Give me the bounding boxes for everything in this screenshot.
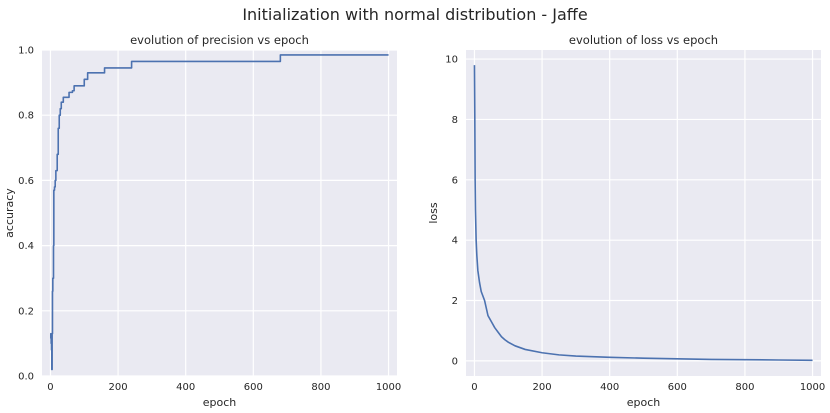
subplot-title: evolution of precision vs epoch xyxy=(130,33,309,47)
x-tick-label: 200 xyxy=(533,382,552,393)
x-tick-label: 600 xyxy=(244,382,263,393)
y-tick-label: 0 xyxy=(452,356,458,367)
y-tick-label: 2 xyxy=(452,296,458,307)
plot-area xyxy=(42,50,397,376)
y-tick-label: 8 xyxy=(452,115,458,126)
x-tick-label: 0 xyxy=(47,382,53,393)
series-line xyxy=(49,54,389,371)
y-axis-label: accuracy xyxy=(3,188,16,238)
figure-title: Initialization with normal distribution … xyxy=(242,5,587,24)
x-tick-label: 800 xyxy=(311,382,330,393)
x-axis-label: epoch xyxy=(203,396,237,409)
y-tick-label: 6 xyxy=(452,175,458,186)
series-line xyxy=(473,65,813,362)
x-tick-label: 600 xyxy=(668,382,687,393)
y-axis-label: loss xyxy=(427,202,440,224)
y-tick-label: 0.8 xyxy=(18,111,34,122)
y-tick-label: 10 xyxy=(445,55,458,66)
subplot-title: evolution of loss vs epoch xyxy=(569,33,718,47)
plot-area xyxy=(466,50,821,376)
x-tick-label: 800 xyxy=(735,382,754,393)
y-tick-label: 4 xyxy=(452,236,458,247)
y-tick-label: 0.2 xyxy=(18,306,34,317)
x-tick-label: 0 xyxy=(471,382,477,393)
x-tick-label: 400 xyxy=(176,382,195,393)
x-tick-label: 200 xyxy=(109,382,128,393)
x-tick-label: 1000 xyxy=(800,382,825,393)
x-axis-label: epoch xyxy=(627,396,661,409)
y-tick-label: 1.0 xyxy=(18,46,34,57)
x-tick-label: 1000 xyxy=(376,382,401,393)
y-tick-label: 0.0 xyxy=(18,372,34,383)
y-tick-label: 0.4 xyxy=(18,241,34,252)
subplot-1: 0 200 400 600 800 1000 0.0 0.2 0.4 0.6 0.8 1.0 evolu… xyxy=(3,33,401,409)
x-tick-label: 400 xyxy=(600,382,619,393)
y-tick-label: 0.6 xyxy=(18,176,34,187)
subplot-2: 0 200 400 600 800 1000 0 2 4 6 8 10 evolution of los… xyxy=(427,33,825,409)
